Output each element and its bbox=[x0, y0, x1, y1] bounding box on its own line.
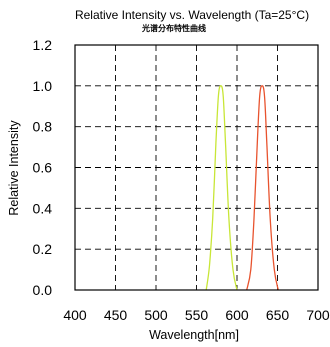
x-tick-label: 500 bbox=[144, 307, 168, 323]
x-tick-label: 600 bbox=[225, 307, 249, 323]
x-tick-label: 400 bbox=[63, 307, 87, 323]
plot-frame bbox=[74, 44, 319, 291]
y-tick-label: 1.0 bbox=[33, 78, 53, 94]
x-tick-labels: 400 450 500 550 600 650 700 bbox=[63, 307, 330, 323]
y-tick-label: 0.8 bbox=[33, 119, 53, 135]
chart-title: Relative Intensity vs. Wavelength (Ta=25… bbox=[75, 8, 309, 22]
series-line-2 bbox=[246, 85, 279, 291]
x-axis-label: Wavelength[nm] bbox=[149, 328, 239, 342]
y-tick-label: 0.6 bbox=[33, 160, 53, 176]
chart-subtitle: 光谱分布特性曲线 bbox=[141, 23, 206, 33]
x-tick-label: 550 bbox=[185, 307, 209, 323]
y-tick-labels: 0.0 0.2 0.4 0.6 0.8 1.0 1.2 bbox=[33, 37, 53, 298]
series-line-1 bbox=[205, 85, 238, 291]
x-tick-label: 650 bbox=[266, 307, 290, 323]
x-tick-label: 450 bbox=[104, 307, 128, 323]
y-axis-label: Relative Intensity bbox=[7, 120, 21, 216]
series-group bbox=[205, 85, 279, 291]
x-tick-label: 700 bbox=[306, 307, 330, 323]
grid bbox=[75, 45, 318, 290]
y-tick-label: 1.2 bbox=[33, 37, 53, 53]
y-tick-label: 0.0 bbox=[33, 282, 53, 298]
y-tick-label: 0.4 bbox=[33, 200, 53, 216]
y-tick-label: 0.2 bbox=[33, 241, 53, 257]
